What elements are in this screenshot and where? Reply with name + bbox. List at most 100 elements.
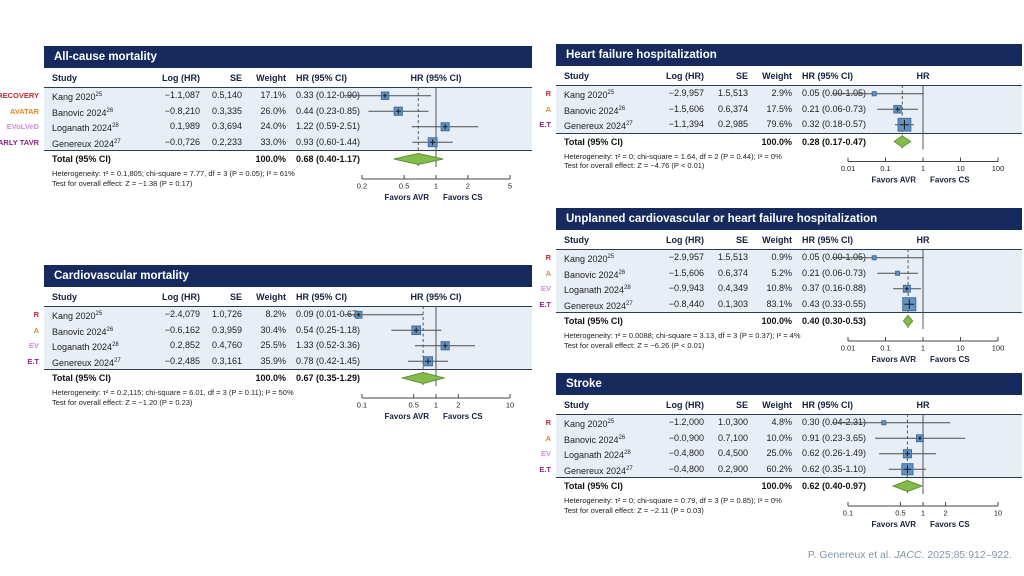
- log-hr-value: −1.2,000: [668, 417, 704, 427]
- study-name: Loganath 202428: [564, 446, 644, 464]
- total-label: Total (95% CI): [564, 136, 623, 147]
- trial-tag-ET: E.T: [539, 120, 551, 129]
- hr-ci-value: 0.78 (0.42-1.45): [296, 355, 361, 366]
- study-name: Kang 202025: [564, 86, 644, 104]
- study-ref: 28: [624, 285, 631, 291]
- se-value: 0.5,140: [211, 90, 242, 100]
- forest-row: Genereux 202427 −0.2,485 0.3,161 35.9% 0.78 …: [44, 354, 532, 370]
- trial-tag-A: A: [545, 433, 551, 443]
- panel-title: Cardiovascular mortality: [44, 265, 532, 287]
- rows-rule: [44, 369, 532, 370]
- se-value: 0.2,900: [717, 463, 748, 474]
- hr-ci-value: 0.21 (0.06-0.73): [802, 103, 867, 114]
- column-header-se: SE: [229, 292, 242, 302]
- total-weight: 100.0%: [761, 136, 792, 147]
- study-name: Genereux 202427: [52, 135, 140, 153]
- log-hr-value: −2.4,079: [164, 309, 200, 319]
- axis-tick-label: 5: [508, 182, 512, 191]
- se-value: 0.6,374: [717, 103, 748, 114]
- study-ref: 25: [95, 92, 103, 98]
- weight-value: 2.9%: [771, 88, 792, 98]
- log-hr-value: −2.9,957: [668, 88, 704, 98]
- header-rule: [44, 306, 532, 307]
- forest-row: Genereux 202427 −0.0,726 0.2,233 33.0% 0.93 …: [44, 135, 532, 151]
- forest-row: Loganath 202428 −0.4,800 0.4,500 25.0% 0.62 …: [556, 446, 1022, 462]
- study-ref: 27: [626, 300, 633, 307]
- se-value: 1.0,300: [717, 417, 748, 427]
- study-name-text: Kang 2020: [52, 92, 96, 102]
- forest-row: Loganath 202428 0.2,852 0.4,760 25.5% 1.33 (…: [44, 338, 532, 354]
- total-row: Total (95% CI) 100.0% 0.68 (0.40-1.17): [44, 151, 532, 167]
- weight-value: 10.0%: [766, 432, 792, 443]
- column-header-se: SE: [229, 73, 242, 83]
- study-ref: 28: [112, 342, 119, 348]
- se-value: 0.4,500: [717, 448, 748, 458]
- trial-tag-A: A: [545, 104, 551, 114]
- column-header-loghr: Log (HR): [666, 235, 704, 245]
- study-name: Banovic 202426: [564, 431, 644, 449]
- axis-tick-label: 0.01: [841, 344, 856, 353]
- column-header-loghr: Log (HR): [162, 292, 200, 302]
- axis-tick-label: 10: [994, 509, 1002, 518]
- header-rule: [556, 85, 1022, 86]
- log-hr-value: −0.4,800: [668, 463, 704, 474]
- total-hr-ci: 0.67 (0.35-1.29): [296, 373, 361, 383]
- hr-ci-value: 0.05 (0.00-1.05): [802, 88, 867, 98]
- se-value: 0.3,161: [211, 355, 242, 366]
- forest-row: Banovic 202426 −0.0,900 0.7,100 10.0% 0.91 (…: [556, 431, 1022, 447]
- header-rule: [44, 87, 532, 88]
- favors-cs-label: Favors CS: [443, 412, 483, 421]
- forest-row: Kang 202025 −2.4,079 1.0,726 8.2% 0.09 (0.01…: [44, 307, 532, 323]
- column-header-study: Study: [564, 235, 590, 245]
- heterogeneity-text: Heterogeneity: τ² = 0; chi-square = 0.79…: [564, 496, 782, 505]
- log-hr-value: −0.8,210: [164, 105, 200, 116]
- forest-row: Kang 202025 −1.1,087 0.5,140 17.1% 0.33 (0.1…: [44, 88, 532, 104]
- trial-tag-A: A: [33, 325, 39, 335]
- total-row: Total (95% CI) 100.0% 0.62 (0.40-0.97): [556, 478, 1022, 494]
- axis-tick-label: 2: [466, 182, 470, 191]
- rows-rule: [556, 132, 1022, 134]
- study-ref: 25: [607, 90, 615, 96]
- log-hr-value: −1.1,087: [164, 90, 200, 100]
- hr-ci-value: 0.37 (0.16-0.88): [802, 283, 867, 293]
- forest-row: Banovic 202426 −1.5,606 0.6,374 17.5% 0.21 (…: [556, 102, 1022, 118]
- se-value: 0.4,760: [211, 340, 242, 350]
- log-hr-value: −0.0,726: [164, 136, 200, 147]
- study-name-text: Loganath 2024: [52, 342, 113, 352]
- se-value: 1.0,726: [211, 309, 242, 319]
- axis-tick-label: 0.1: [843, 509, 853, 518]
- axis-tick-label: 10: [506, 401, 514, 410]
- weight-value: 25.5%: [260, 340, 286, 350]
- heterogeneity-text: Heterogeneity: τ² = 0.0088; chi-square =…: [564, 331, 801, 340]
- axis-tick-label: 1: [434, 401, 438, 410]
- study-ref: 27: [626, 465, 633, 472]
- trial-tag-EV: EV: [540, 449, 551, 458]
- hr-ci-value: 0.05 (0.00-1.05): [802, 252, 867, 262]
- axis-tick-label: 2: [943, 509, 947, 518]
- hr-ci-value: 0.91 (0.23-3.65): [802, 432, 867, 443]
- favors-avr-label: Favors AVR: [872, 520, 917, 529]
- axis-tick-label: 10: [956, 164, 964, 173]
- total-label: Total (95% CI): [52, 373, 111, 383]
- study-name: Kang 202025: [564, 250, 644, 268]
- weight-value: 5.2%: [771, 267, 792, 278]
- total-hr-ci: 0.40 (0.30-0.53): [802, 316, 867, 326]
- se-value: 1.5,513: [717, 252, 748, 262]
- overall-effect-text: Test for overall effect: Z = −1.38 (P = …: [52, 178, 193, 188]
- forest-row: Genereux 202427 −0.4,800 0.2,900 60.2% 0.62 …: [556, 462, 1022, 478]
- forest-row: Banovic 202426 −0.6,162 0.3,959 30.4% 0.54 (…: [44, 323, 532, 339]
- study-name: Banovic 202426: [52, 104, 140, 122]
- rows-shade: [44, 88, 532, 150]
- total-hr-ci: 0.68 (0.40-1.17): [296, 154, 361, 164]
- hr-ci-value: 0.09 (0.01-0.67): [296, 309, 361, 319]
- study-name-text: Banovic 2024: [564, 269, 619, 280]
- se-value: 0.7,100: [717, 432, 748, 443]
- weight-value: 17.1%: [260, 90, 286, 100]
- study-name-text: Kang 2020: [564, 254, 608, 264]
- study-name: Genereux 202427: [564, 117, 644, 135]
- log-hr-value: −2.9,957: [668, 252, 704, 262]
- weight-value: 25.0%: [766, 448, 792, 458]
- trial-tag-R: R: [33, 310, 39, 319]
- log-hr-value: −0.6,162: [164, 324, 200, 335]
- column-header-loghr: Log (HR): [666, 71, 704, 81]
